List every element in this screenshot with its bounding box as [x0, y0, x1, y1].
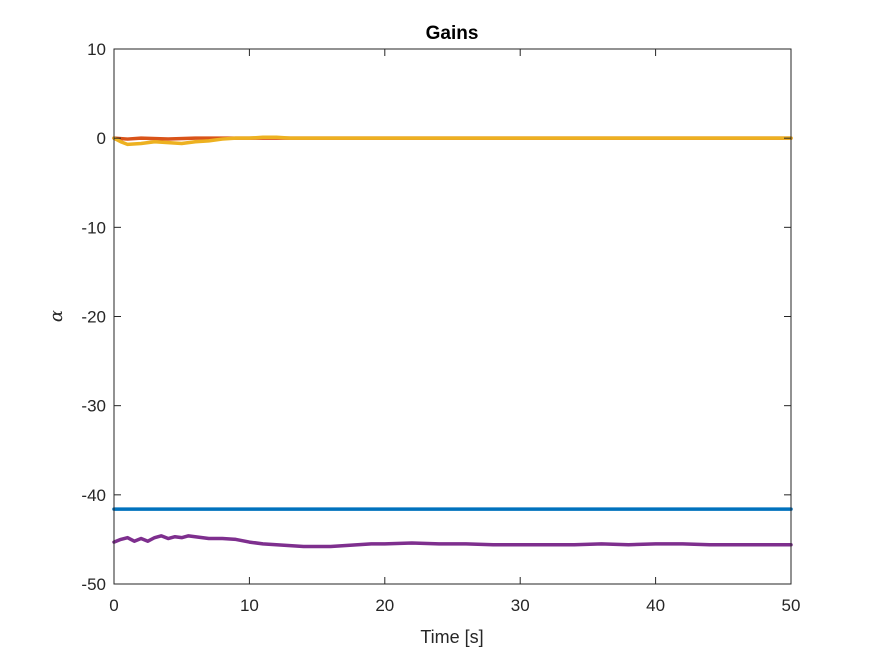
x-tick-label: 30 [511, 596, 530, 615]
y-tick-label: -40 [81, 486, 106, 505]
axes-box [113, 48, 792, 585]
y-tick-label: -50 [81, 575, 106, 594]
series-line-4 [112, 534, 793, 549]
y-tick-label: -10 [81, 218, 106, 237]
y-tick-label: -20 [81, 308, 106, 327]
x-tick-label: 0 [109, 596, 118, 615]
chart-title: Gains [426, 23, 479, 44]
x-tick-label: 40 [646, 596, 665, 615]
x-tick-label: 10 [240, 596, 259, 615]
plot-area [114, 49, 791, 584]
series-line-3 [112, 135, 793, 147]
y-axis-label: α [46, 310, 67, 322]
series-layer [112, 135, 793, 549]
x-tick-label: 50 [782, 596, 801, 615]
y-tick-label: 10 [87, 40, 106, 59]
y-tick-label: 0 [97, 129, 106, 148]
x-axis-label: Time [s] [420, 627, 483, 647]
y-tick-label: -30 [81, 397, 106, 416]
x-tick-label: 20 [375, 596, 394, 615]
